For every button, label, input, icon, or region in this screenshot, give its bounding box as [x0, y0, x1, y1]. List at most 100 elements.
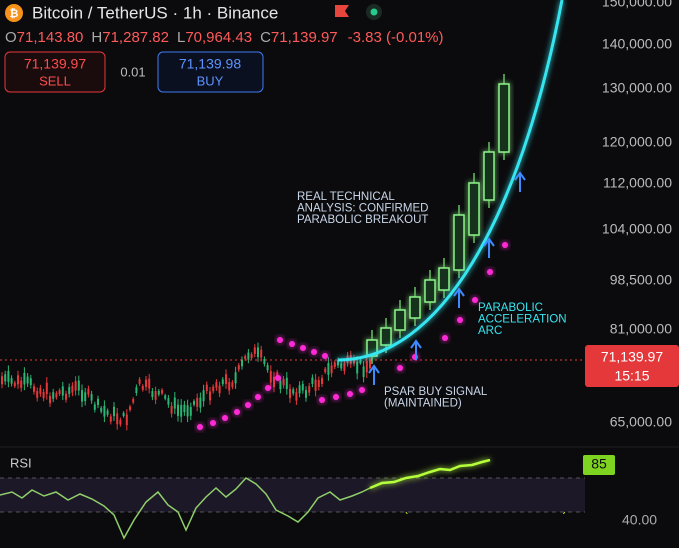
- annotation-line: ACCELERATION: [478, 314, 567, 326]
- candle: [164, 395, 167, 399]
- ohlc-key: L: [177, 29, 185, 46]
- price-axis-label: 130,000.00: [602, 80, 672, 96]
- candle: [186, 405, 189, 417]
- candle: [321, 377, 323, 384]
- buy-button[interactable]: [157, 51, 264, 93]
- candle: [173, 397, 176, 409]
- change: -3.83 (-0.01%): [348, 29, 444, 46]
- candle: [289, 388, 291, 399]
- candle: [231, 382, 234, 387]
- psar-dot: [333, 394, 339, 400]
- candle: [333, 362, 336, 367]
- candle: [314, 379, 317, 391]
- annotation-line: PARABOLIC BREAKOUT: [297, 214, 428, 226]
- candle: [241, 359, 243, 367]
- candle: [151, 391, 154, 398]
- annotation-line: ARC: [478, 325, 502, 337]
- current-price-tag: [585, 345, 679, 387]
- rsi-label: RSI: [10, 455, 32, 470]
- rsi-line-strong: [369, 458, 491, 490]
- candle: [132, 398, 135, 403]
- psar-dot: [300, 345, 306, 351]
- candle: [154, 391, 157, 400]
- candle: [49, 395, 51, 404]
- psar-dot: [442, 335, 448, 341]
- candle: [276, 372, 279, 378]
- psar-dot: [311, 349, 317, 355]
- candle: [356, 361, 359, 374]
- candle: [380, 327, 392, 346]
- candle: [129, 406, 131, 410]
- status-dot: [370, 8, 378, 16]
- countdown: 15:15: [614, 368, 649, 384]
- candle: [7, 370, 10, 382]
- candle: [122, 412, 125, 417]
- candle: [221, 379, 224, 385]
- candle: [359, 360, 362, 364]
- candle: [295, 392, 298, 401]
- candle: [113, 406, 115, 417]
- psar-dots: [197, 242, 508, 430]
- candle: [193, 401, 195, 405]
- candle: [292, 389, 295, 394]
- candle: [189, 407, 192, 416]
- psar-dot: [289, 341, 295, 347]
- candle: [225, 374, 227, 384]
- bitcoin-symbol: ₿: [10, 8, 19, 20]
- flag-icon[interactable]: [335, 5, 349, 17]
- psar-dot: [397, 365, 403, 371]
- rally-candles: [366, 74, 510, 364]
- candle: [42, 391, 45, 399]
- candle: [103, 405, 106, 417]
- candle: [212, 386, 215, 392]
- candle: [26, 376, 29, 384]
- buy-arrow: [368, 364, 380, 385]
- candle: [205, 384, 208, 391]
- candle: [77, 380, 80, 391]
- candle: [180, 404, 183, 417]
- candle: [97, 398, 99, 406]
- candle: [39, 387, 42, 394]
- candle: [260, 349, 263, 358]
- candle: [141, 385, 144, 390]
- rsi-value: 85: [591, 456, 607, 472]
- candle: [167, 398, 170, 405]
- candle: [215, 382, 218, 388]
- quantity: 0.01: [120, 64, 145, 79]
- candle: [58, 390, 61, 395]
- candle: [340, 363, 343, 369]
- candle: [45, 382, 48, 395]
- candle: [116, 413, 119, 425]
- candle: [4, 374, 7, 382]
- candle: [365, 361, 368, 373]
- psar-dot: [197, 424, 203, 430]
- rsi-band: [0, 478, 585, 512]
- candle: [257, 347, 259, 357]
- annotation-line: PSAR BUY SIGNAL: [384, 386, 488, 398]
- candle: [74, 381, 77, 391]
- candle: [298, 385, 301, 394]
- psar-dot: [210, 420, 216, 426]
- annotation-line: (MAINTAINED): [384, 398, 462, 410]
- psar-dot: [502, 242, 508, 248]
- candle: [266, 365, 269, 371]
- candle: [409, 296, 421, 319]
- price-axis-label: 98,500.00: [610, 272, 672, 288]
- candle: [148, 378, 151, 389]
- psar-dot: [277, 337, 283, 343]
- candle: [337, 360, 339, 366]
- price-axis-label: 140,000.00: [602, 36, 672, 52]
- rsi-line: [0, 477, 371, 540]
- candle: [453, 214, 465, 271]
- ohlc-value: 71,143.80: [17, 29, 84, 46]
- candle: [273, 376, 275, 388]
- candle: [55, 393, 58, 398]
- candle: [36, 390, 39, 398]
- sell-button[interactable]: [4, 51, 106, 93]
- candle: [119, 419, 122, 425]
- candle: [263, 358, 266, 365]
- buy-label: BUY: [197, 73, 224, 88]
- candle: [218, 385, 221, 394]
- candle: [305, 390, 307, 398]
